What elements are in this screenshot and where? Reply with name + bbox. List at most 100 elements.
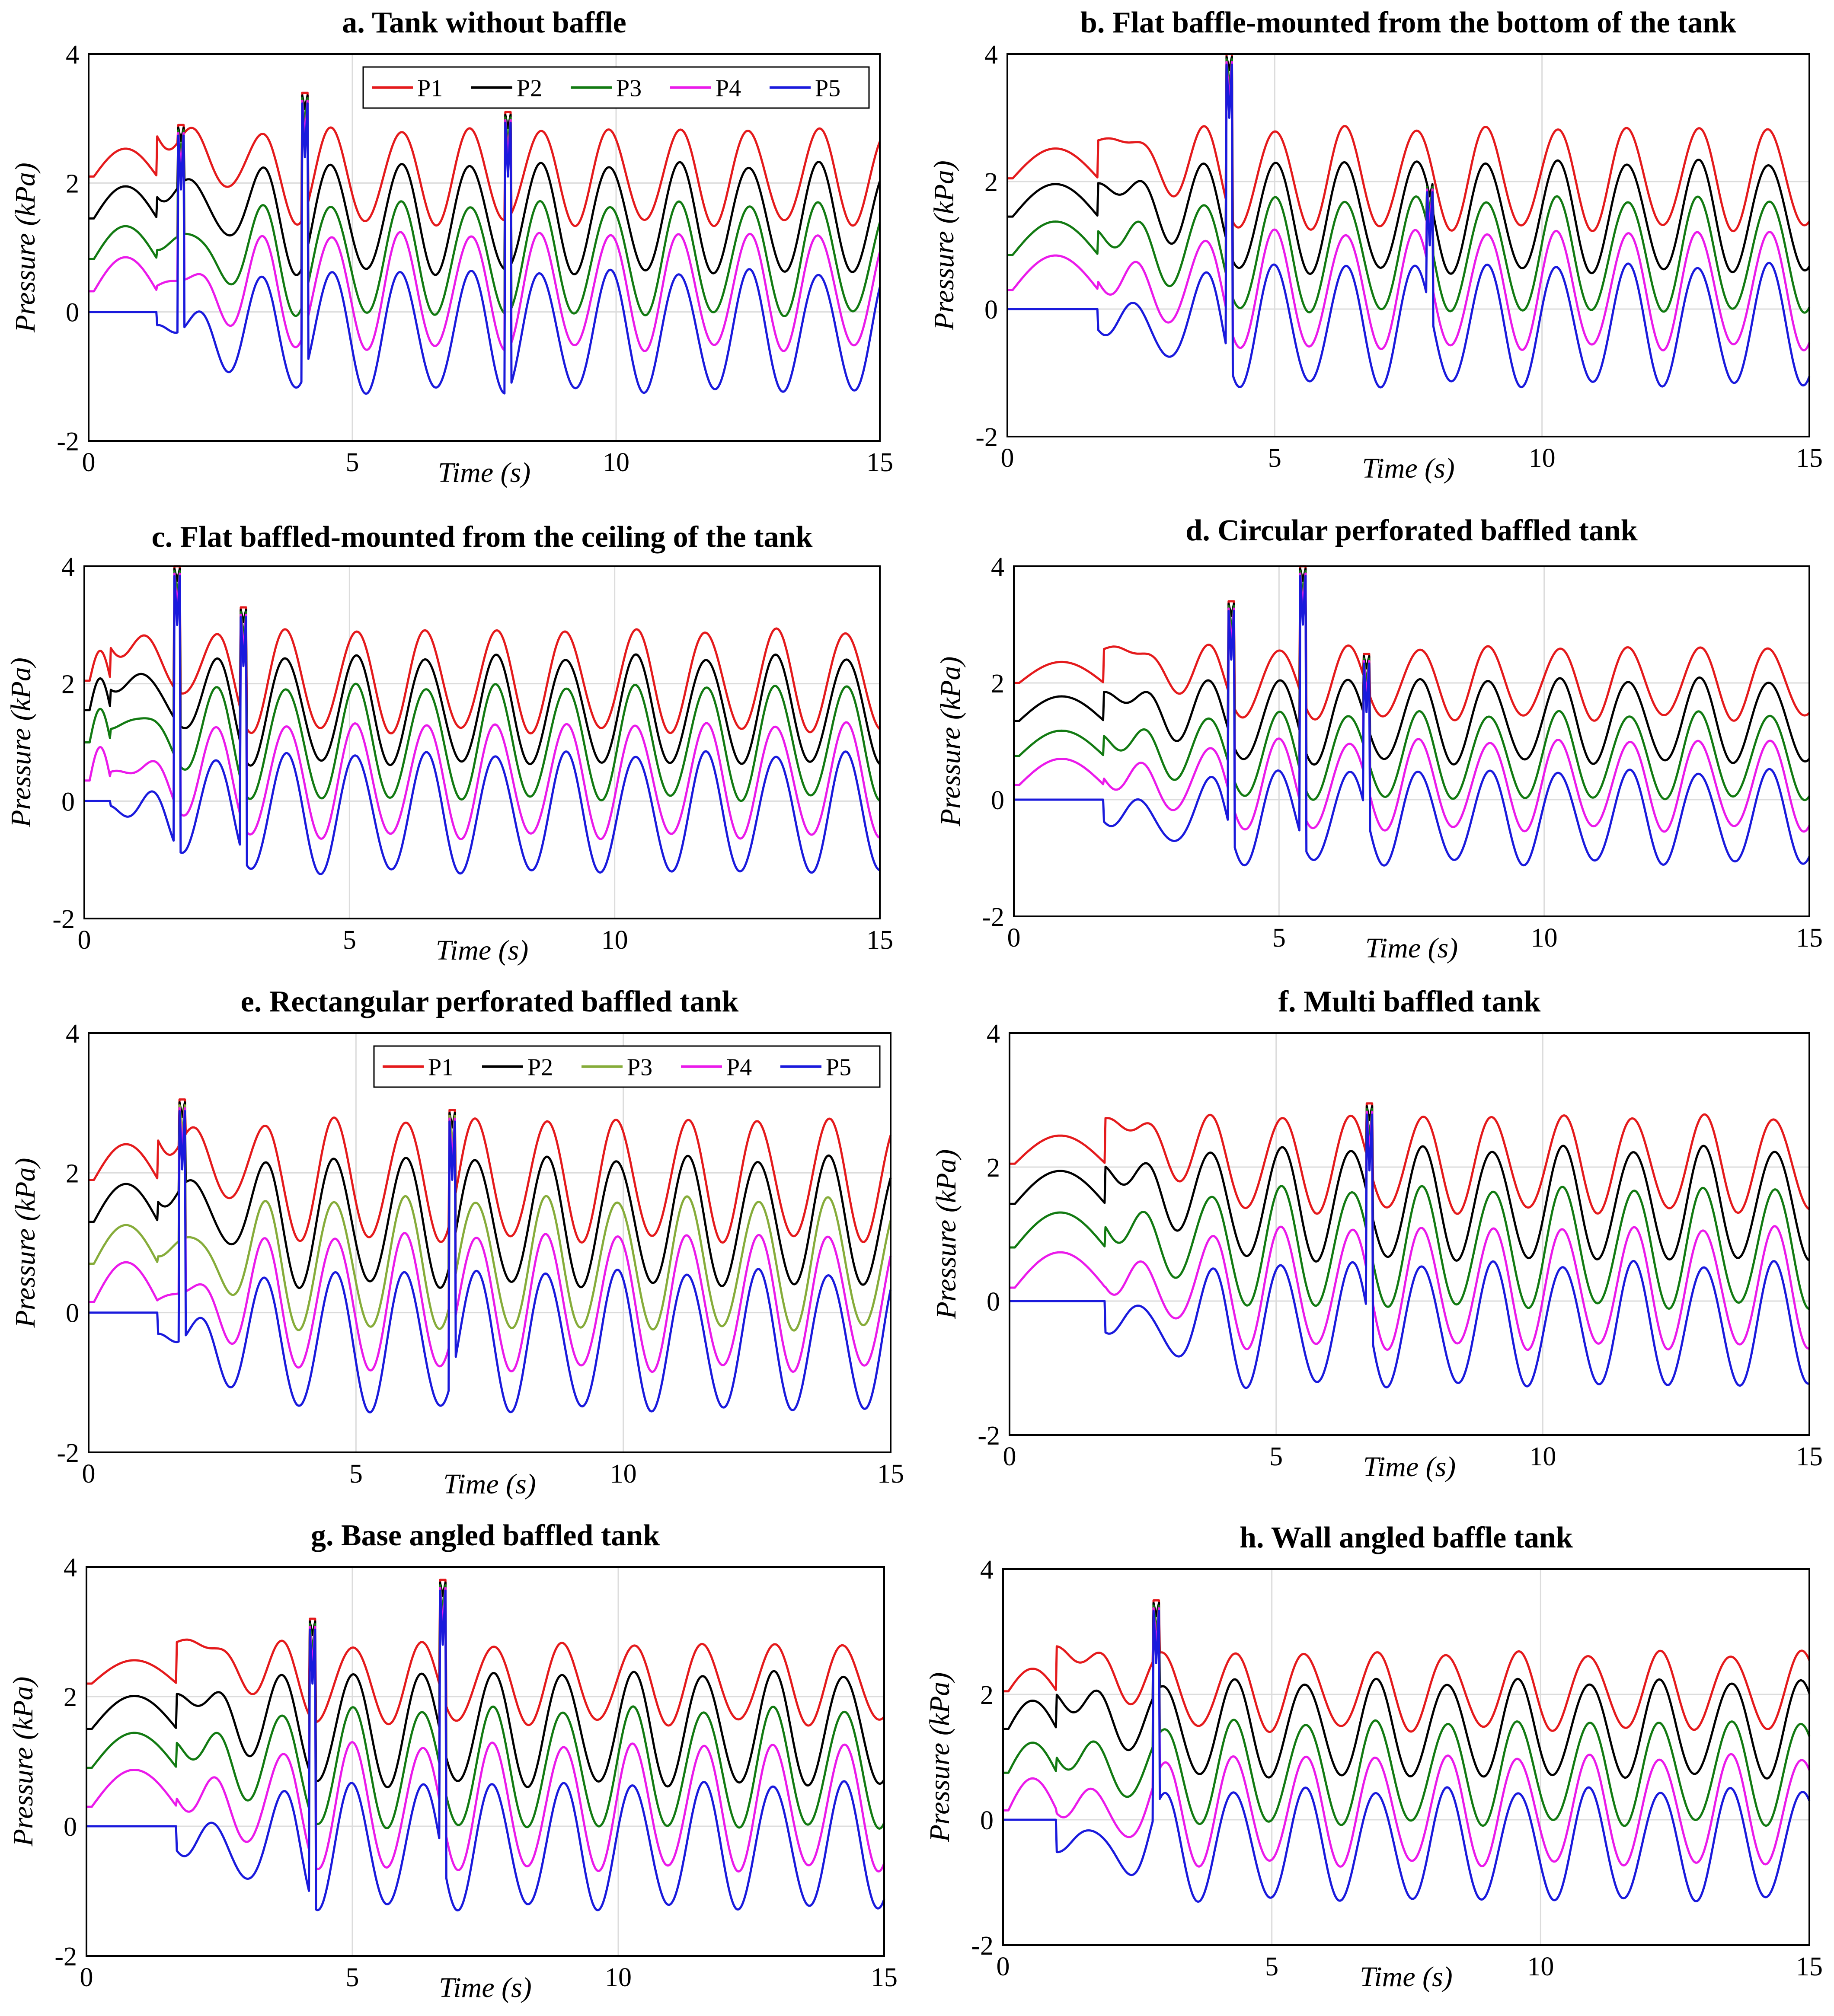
x-tick-label: 15 xyxy=(866,925,893,955)
x-tick-label: 0 xyxy=(1007,923,1021,953)
y-tick-label: -2 xyxy=(982,903,1004,932)
y-tick-label: 4 xyxy=(987,1019,1000,1049)
y-tick-label: -2 xyxy=(57,1439,79,1468)
x-axis-label: Time (s) xyxy=(439,1972,532,2003)
x-tick-label: 0 xyxy=(1001,443,1014,473)
y-tick-label: -2 xyxy=(57,427,79,456)
legend: P1 P2 P3 P4 P5 xyxy=(373,1045,881,1088)
y-tick-label: -2 xyxy=(975,423,998,452)
y-tick-label: 0 xyxy=(64,1812,77,1842)
y-tick-label: 4 xyxy=(64,1553,77,1582)
legend-label-p4: P4 xyxy=(726,1054,752,1081)
x-axis-label: Time (s) xyxy=(443,1468,536,1500)
x-tick-label: 15 xyxy=(871,1963,898,1992)
series-line-p5 xyxy=(1013,575,1811,867)
x-tick-label: 5 xyxy=(1272,923,1286,953)
x-axis-label: Time (s) xyxy=(1363,1451,1456,1483)
series-line-p2 xyxy=(1003,1602,1811,1780)
series-line-p2 xyxy=(88,94,881,276)
legend-label-p4: P4 xyxy=(716,75,741,102)
legend: P1 P2 P3 P4 P5 xyxy=(362,66,870,109)
x-tick-label: 15 xyxy=(1796,1952,1823,1981)
series-line-p1 xyxy=(1013,565,1810,722)
y-tick-label: 2 xyxy=(61,670,75,699)
y-tick-label: -2 xyxy=(971,1931,994,1961)
series-line-p5 xyxy=(1007,64,1811,389)
y-tick-label: 0 xyxy=(61,787,75,817)
panel-title: b. Flat baffle-mounted from the bottom o… xyxy=(1080,6,1736,39)
panel-title: a. Tank without baffle xyxy=(342,6,626,39)
series-line-p5 xyxy=(86,1589,885,1912)
series-line-p1 xyxy=(86,1579,885,1727)
y-tick-label: 4 xyxy=(984,40,998,70)
legend-label-p5: P5 xyxy=(815,75,840,102)
x-axis-label: Time (s) xyxy=(1362,453,1455,484)
y-axis-label: Pressure (kPa) xyxy=(10,1158,41,1328)
y-tick-label: 0 xyxy=(980,1806,994,1835)
series-line-p5 xyxy=(1003,1610,1811,1903)
y-axis-label: Pressure (kPa) xyxy=(10,163,41,333)
panel-e: e. Rectangular perforated baffled tank 0 5… xyxy=(10,985,904,1500)
series-line-p4 xyxy=(86,1587,885,1873)
series-line-p2 xyxy=(1007,55,1811,275)
y-tick-label: 2 xyxy=(991,669,1004,699)
y-axis-label: Pressure (kPa) xyxy=(935,657,966,827)
series-line-p5 xyxy=(1009,1113,1810,1389)
y-tick-label: 0 xyxy=(66,1299,79,1328)
series-line-p2 xyxy=(84,568,881,767)
series-line-p4 xyxy=(1003,1607,1811,1868)
legend-label-p1: P1 xyxy=(428,1054,454,1081)
legend-label-p3: P3 xyxy=(627,1054,652,1081)
panel-c: c. Flat baffled-mounted from the ceiling… xyxy=(5,520,893,966)
y-tick-label: -2 xyxy=(54,1942,77,1971)
x-axis-label: Time (s) xyxy=(438,457,531,488)
x-tick-label: 5 xyxy=(349,1459,363,1489)
panel-title: f. Multi baffled tank xyxy=(1278,985,1541,1018)
series-line-p4 xyxy=(1013,572,1811,833)
series-line-p1 xyxy=(1009,1102,1810,1215)
series-line-p4 xyxy=(84,572,880,840)
x-tick-label: 5 xyxy=(1265,1952,1278,1981)
series-line-p3 xyxy=(88,97,881,317)
x-tick-label: 15 xyxy=(1796,1442,1823,1471)
x-tick-label: 10 xyxy=(1531,923,1558,953)
y-tick-label: 0 xyxy=(987,1287,1000,1317)
x-tick-label: 10 xyxy=(1529,443,1556,473)
series-line-p1 xyxy=(88,92,881,227)
x-tick-label: 15 xyxy=(1796,923,1823,953)
x-axis-label: Time (s) xyxy=(1360,1961,1453,1993)
panel-title: e. Rectangular perforated baffled tank xyxy=(241,985,739,1018)
legend-label-p3: P3 xyxy=(616,75,642,102)
x-tick-label: 5 xyxy=(1268,443,1281,473)
y-tick-label: 2 xyxy=(987,1153,1000,1183)
x-tick-label: 15 xyxy=(877,1459,904,1489)
legend-label-p1: P1 xyxy=(417,75,443,102)
x-tick-label: 10 xyxy=(1527,1952,1554,1981)
series-line-p4 xyxy=(1009,1110,1810,1351)
y-tick-label: 4 xyxy=(66,40,79,70)
y-axis-label: Pressure (kPa) xyxy=(924,1672,955,1843)
legend-label-p5: P5 xyxy=(826,1054,851,1081)
plot-frame xyxy=(1009,1032,1810,1436)
panel-title: g. Base angled baffled tank xyxy=(311,1519,660,1552)
x-tick-label: 0 xyxy=(82,448,96,477)
x-tick-label: 10 xyxy=(1529,1442,1556,1471)
series-line-p3 xyxy=(88,1104,892,1332)
y-tick-label: 2 xyxy=(66,1159,79,1188)
y-axis-label: Pressure (kPa) xyxy=(928,160,960,331)
series-line-p2 xyxy=(86,1581,885,1789)
series-line-p5 xyxy=(88,102,881,395)
y-tick-label: 2 xyxy=(66,169,79,198)
panel-title: c. Flat baffled-mounted from the ceiling… xyxy=(152,520,813,554)
series-line-p3 xyxy=(1013,570,1811,801)
y-tick-label: 0 xyxy=(66,298,79,328)
x-tick-label: 0 xyxy=(1003,1442,1016,1471)
x-tick-label: 10 xyxy=(610,1459,637,1489)
plot-frame xyxy=(1013,565,1810,917)
series-line-p3 xyxy=(86,1584,885,1830)
y-tick-label: 2 xyxy=(984,168,998,197)
